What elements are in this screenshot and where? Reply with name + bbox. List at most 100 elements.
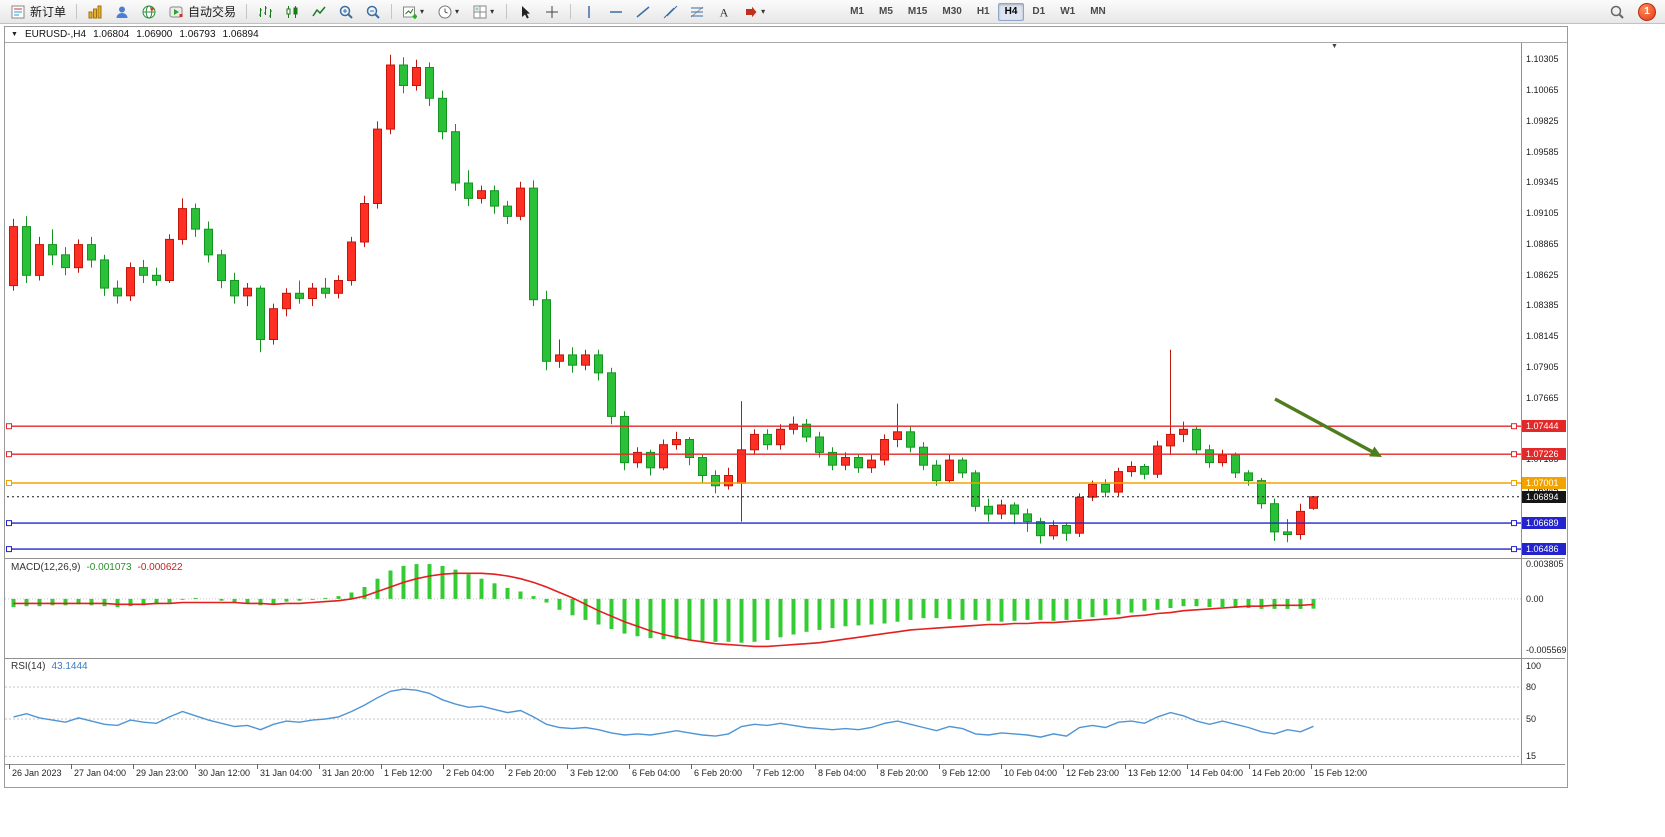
text-label-button[interactable]: A [711, 1, 737, 23]
timeframe-h4[interactable]: H4 [997, 2, 1025, 21]
templates-icon [473, 5, 487, 18]
line-handle[interactable] [6, 451, 12, 458]
toolbar-right-group: 1 [1604, 1, 1660, 23]
price-level-badge: 1.07444 [1522, 420, 1566, 432]
notification-count: 1 [1644, 6, 1650, 17]
cursor-button[interactable] [512, 1, 538, 23]
channel-button[interactable] [657, 1, 683, 23]
price-level-badge: 1.06486 [1522, 543, 1566, 555]
time-label: 14 Feb 04:00 [1190, 768, 1244, 778]
macd-label: MACD(12,26,9) -0.001073 -0.000622 [11, 562, 183, 573]
timeframe-m30[interactable]: M30 [942, 5, 962, 17]
rsi-value: 43.1444 [51, 661, 88, 672]
auto-trading-button[interactable]: 自动交易 [163, 1, 241, 23]
candlestick-chart-icon [286, 5, 298, 18]
svg-text:A: A [720, 5, 729, 19]
fibonacci-button[interactable] [684, 1, 710, 23]
line-handle[interactable] [1511, 423, 1517, 430]
price-axis-label: 1.09825 [1526, 116, 1559, 126]
new-chart-button[interactable]: ▾ [397, 1, 431, 23]
zoom-out-button[interactable] [360, 1, 386, 23]
market-watch-icon [88, 5, 102, 18]
new-order-label: 新订单 [30, 5, 67, 19]
line-chart-button[interactable] [306, 1, 332, 23]
zoom-out-icon [366, 5, 380, 19]
timeframe-m15[interactable]: M15 [907, 5, 928, 17]
line-handle[interactable] [6, 480, 12, 486]
line-handle[interactable] [1511, 520, 1517, 527]
search-button[interactable] [1604, 1, 1630, 23]
chart-window[interactable]: ▼ EURUSD-,H4 1.06804 1.06900 1.06793 1.0… [4, 26, 1568, 788]
price-axis-label: 1.08145 [1526, 331, 1559, 341]
toolbar-separator [391, 4, 393, 19]
arrows-icon [746, 6, 757, 17]
rsi-axis-label: 15 [1526, 751, 1537, 761]
chart-canvas[interactable] [5, 27, 1565, 785]
zoom-in-button[interactable] [333, 1, 359, 23]
candlestick-chart-button[interactable] [279, 1, 305, 23]
timeframe-w1[interactable]: W1 [1060, 5, 1076, 17]
macd-name: MACD(12,26,9) [11, 562, 81, 573]
bar-chart-button[interactable] [252, 1, 278, 23]
time-label: 31 Jan 20:00 [322, 768, 375, 778]
toolbar-separator [506, 4, 508, 19]
vertical-line-button[interactable] [576, 1, 602, 23]
data-window-button[interactable] [109, 1, 135, 23]
crosshair-icon [546, 5, 559, 18]
market-watch-button[interactable] [82, 1, 108, 23]
templates-button[interactable]: ▾ [467, 1, 501, 23]
timeframe-m1[interactable]: M1 [850, 5, 864, 17]
time-label: 27 Jan 04:00 [74, 768, 127, 778]
line-handle[interactable] [1511, 546, 1517, 553]
chart-symbol-label: EURUSD-,H4 [24, 29, 87, 40]
timeframe-mn[interactable]: MN [1090, 5, 1106, 17]
price-level-badge: 1.06894 [1522, 491, 1566, 503]
rsi-axis-label: 100 [1526, 661, 1542, 671]
bar-chart-icon [259, 5, 273, 18]
macd-signal-value: -0.000622 [137, 562, 183, 573]
line-handle[interactable] [1511, 451, 1517, 458]
rsi-label: RSI(14) 43.1444 [11, 661, 88, 672]
time-label: 9 Feb 12:00 [942, 768, 991, 778]
annotation-arrow[interactable] [1274, 397, 1376, 455]
timeframe-h1[interactable]: H1 [976, 5, 990, 17]
chevron-down-icon: ▾ [455, 7, 460, 16]
annotation-arrowhead [1369, 446, 1382, 457]
line-handle[interactable] [6, 423, 12, 430]
line-handle[interactable] [1511, 480, 1517, 486]
line-handle[interactable] [6, 546, 12, 553]
toolbar-separator [76, 4, 78, 19]
line-handle[interactable] [6, 520, 12, 527]
time-label: 12 Feb 23:00 [1066, 768, 1120, 778]
chart-shift-marker[interactable]: ▼ [1331, 43, 1338, 50]
time-axis[interactable]: 26 Jan 2023 27 Jan 04:00 29 Jan 23:00 30 Ja… [5, 765, 1521, 785]
time-label: 8 Feb 20:00 [880, 768, 929, 778]
notification-badge[interactable]: 1 [1638, 2, 1656, 21]
trendline-icon [636, 5, 650, 18]
timeframe-d1[interactable]: D1 [1032, 5, 1046, 17]
navigator-button[interactable] [136, 1, 162, 23]
auto-trading-icon [169, 6, 183, 17]
price-axis[interactable]: 1.10305 1.10065 1.09825 1.09585 1.09345 1.091… [1522, 27, 1567, 785]
horizontal-line-button[interactable] [603, 1, 629, 23]
time-label: 30 Jan 12:00 [198, 768, 251, 778]
rsi-line [13, 688, 1314, 738]
periodicity-button[interactable]: ▾ [432, 1, 466, 23]
macd-axis-label: 0.00 [1526, 594, 1544, 604]
trendline-button[interactable] [630, 1, 656, 23]
price-axis-label: 1.07665 [1526, 393, 1559, 403]
time-label: 6 Feb 04:00 [632, 768, 681, 778]
price-level-badge: 1.06689 [1522, 517, 1566, 529]
macd-main-value: -0.001073 [86, 562, 132, 573]
time-label: 8 Feb 04:00 [818, 768, 867, 778]
crosshair-button[interactable] [539, 1, 565, 23]
line-chart-icon [312, 6, 326, 16]
chevron-down-icon: ▾ [761, 7, 766, 16]
candlestick-series[interactable] [9, 54, 1318, 544]
timeframe-m5[interactable]: M5 [879, 5, 893, 17]
price-axis-label: 1.07905 [1526, 362, 1559, 372]
new-order-button[interactable]: 新订单 [5, 1, 71, 23]
arrows-button[interactable]: ▾ [738, 1, 772, 23]
time-label: 6 Feb 20:00 [694, 768, 743, 778]
